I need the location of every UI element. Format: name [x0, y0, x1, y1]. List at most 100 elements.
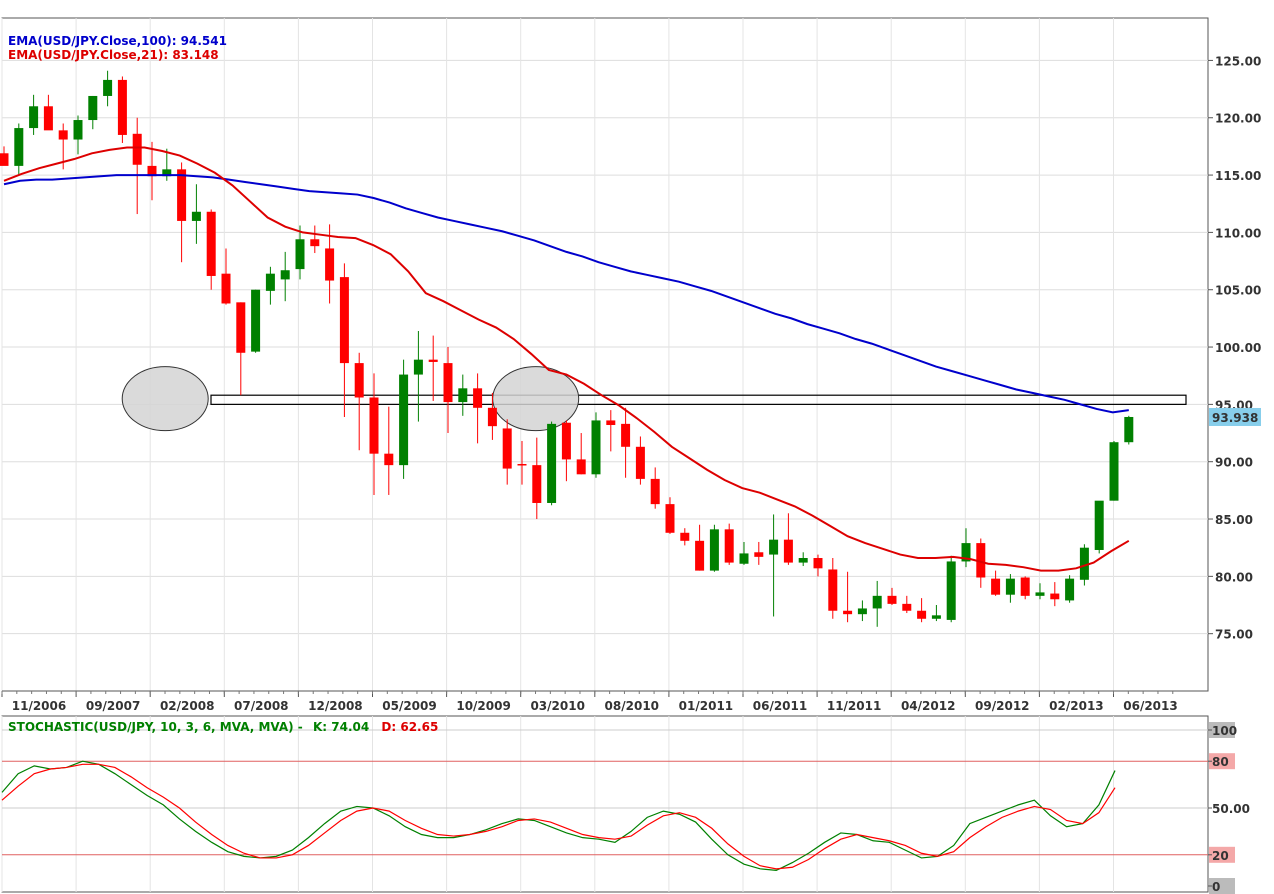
- stochastic-tick-label: 50.00: [1212, 802, 1250, 816]
- candle-body: [443, 363, 453, 403]
- ema-lines: [3, 146, 1130, 572]
- candle-body: [754, 552, 764, 557]
- candle-body: [88, 95, 98, 121]
- stochastic-lines: [1, 760, 1116, 872]
- stochastic-tick-label: 20: [1212, 849, 1229, 863]
- stochastic-tick-label: 80: [1212, 755, 1229, 769]
- candle-body: [976, 543, 986, 578]
- time-tick-label: 02/2013: [1049, 699, 1103, 713]
- candle-body: [0, 153, 9, 166]
- candle-body: [665, 504, 675, 533]
- annotations: [121, 366, 1187, 432]
- highlight-ellipse: [121, 366, 209, 432]
- time-tick-label: 03/2010: [530, 699, 584, 713]
- time-tick-label: 09/2007: [86, 699, 140, 713]
- ema21-line: [3, 146, 1130, 572]
- candle-body: [221, 273, 231, 304]
- stochastic-k-line: [1, 760, 1116, 872]
- candle-body: [1065, 578, 1075, 601]
- candle-body: [621, 423, 631, 447]
- highlight-ellipse: [492, 366, 580, 432]
- candle-body: [473, 388, 483, 408]
- price-tick-label: 105.00: [1215, 284, 1261, 298]
- stochastic-label-bg: [1209, 846, 1235, 863]
- price-tick-label: 85.00: [1215, 513, 1253, 527]
- candle-body: [872, 595, 882, 609]
- candle-body: [325, 248, 335, 281]
- candle-body: [384, 453, 394, 466]
- candle-body: [73, 120, 83, 140]
- stochastic-tick-label: 100: [1212, 724, 1237, 738]
- stochastic-tick-label: 0: [1212, 880, 1220, 894]
- price-tick-label: 115.00: [1215, 169, 1261, 183]
- candle-body: [280, 270, 290, 280]
- price-tick-label: 80.00: [1215, 570, 1253, 584]
- candle-body: [843, 610, 853, 615]
- candle-body: [532, 465, 542, 503]
- candle-body: [887, 595, 897, 604]
- candle-body: [561, 422, 571, 460]
- price-tick-label: 120.00: [1215, 112, 1261, 126]
- candle-body: [709, 529, 719, 571]
- candle-body: [295, 239, 305, 270]
- candle-body: [251, 289, 261, 352]
- candle-body: [680, 532, 690, 541]
- candle-body: [458, 388, 468, 403]
- candle-body: [413, 359, 423, 375]
- candle-body: [58, 130, 68, 140]
- candle-body: [724, 529, 734, 563]
- candle-body: [606, 420, 616, 426]
- candle-body: [236, 302, 246, 353]
- candlesticks: [0, 70, 1134, 627]
- candle-body: [576, 459, 586, 475]
- candle-body: [1035, 592, 1045, 596]
- candle-body: [369, 397, 379, 454]
- candle-body: [635, 446, 645, 479]
- candle-body: [14, 128, 24, 166]
- candle-body: [591, 420, 601, 475]
- time-tick-label: 06/2013: [1123, 699, 1177, 713]
- candle-body: [147, 165, 157, 177]
- time-tick-label: 12/2008: [308, 699, 362, 713]
- candle-body: [310, 239, 320, 247]
- price-tick-label: 90.00: [1215, 456, 1253, 470]
- time-tick-label: 09/2012: [975, 699, 1029, 713]
- last-price-tag: 93.938: [1209, 407, 1261, 426]
- time-tick-label: 04/2012: [901, 699, 955, 713]
- candle-body: [103, 79, 113, 96]
- resistance-zone: [210, 394, 1187, 405]
- stochastic-label-bg: [1209, 878, 1235, 894]
- candle-body: [1050, 593, 1060, 600]
- time-tick-label: 08/2010: [605, 699, 659, 713]
- candle-body: [502, 428, 512, 469]
- candle-body: [650, 478, 660, 505]
- candle-body: [43, 106, 53, 131]
- time-tick-label: 10/2009: [456, 699, 510, 713]
- price-tick-label: 110.00: [1215, 226, 1261, 240]
- candle-body: [1109, 442, 1119, 501]
- candle-body: [206, 211, 216, 276]
- candle-body: [547, 423, 557, 503]
- candle-body: [162, 169, 172, 177]
- ema100-label: EMA(USD/JPY.Close,100): 94.541: [8, 34, 227, 48]
- last-price-value: 93.938: [1212, 411, 1258, 425]
- candle-body: [917, 610, 927, 619]
- ema100-line: [3, 174, 1129, 414]
- candle-body: [1020, 577, 1030, 596]
- stochastic-axis: 100 80 50.00 20 0: [1208, 722, 1250, 894]
- candle-body: [177, 169, 187, 221]
- candle-body: [1005, 578, 1015, 595]
- time-tick-label: 11/2006: [12, 699, 66, 713]
- stochastic-panel-frame: [1, 715, 1209, 893]
- price-axis: 125.00120.00115.00110.00105.00100.0095.0…: [1208, 54, 1261, 642]
- stochastic-title-prefix: STOCHASTIC(USD/JPY, 10, 3, 6, MVA, MVA) …: [8, 720, 303, 734]
- candle-body: [191, 211, 201, 221]
- last-price-bg: [1209, 407, 1261, 426]
- candle-body: [798, 558, 808, 563]
- candle-body: [961, 543, 971, 562]
- candle-body: [769, 539, 779, 555]
- candle-body: [1079, 547, 1089, 580]
- candle-body: [946, 561, 956, 620]
- candle-body: [783, 539, 793, 563]
